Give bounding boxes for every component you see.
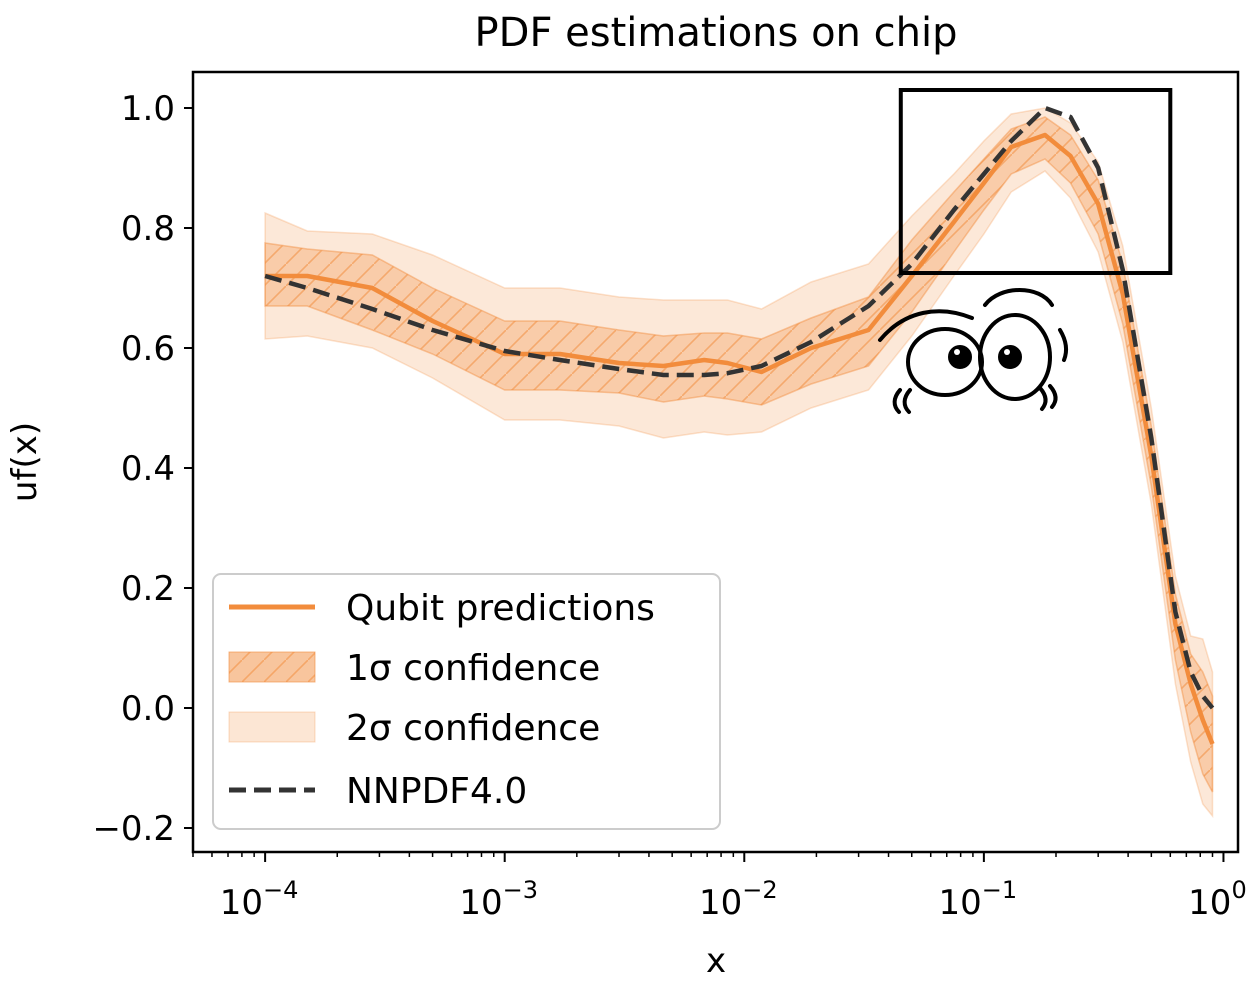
y-tick-label: 0.8	[121, 209, 175, 249]
y-axis: −0.2 0.0 0.2 0.4 0.6 0.8 1.0	[92, 89, 193, 849]
y-tick-label: −0.2	[92, 809, 175, 849]
x-axis-label: x	[706, 941, 726, 981]
legend-label: NNPDF4.0	[346, 771, 527, 812]
worried-eyes-doodle	[878, 288, 1069, 414]
band-1sigma-hatch	[264, 116, 1214, 793]
legend-frame	[212, 573, 721, 830]
x-tick-label: 10−1	[939, 876, 1018, 923]
legend-label: 2σ confidence	[346, 708, 600, 749]
y-axis-label: uf(x)	[5, 422, 45, 502]
legend: Qubit predictions 1σ confidence 2σ confide…	[212, 573, 721, 830]
plot-area	[264, 105, 1215, 819]
y-tick-label: 0.4	[121, 449, 175, 489]
zoom-annotation-box	[898, 88, 1173, 275]
band-2sigma	[264, 107, 1214, 819]
series-nnpdf-line	[264, 105, 1215, 710]
x-tick-label: 10−2	[699, 876, 778, 923]
x-tick-label: 10−4	[220, 876, 299, 923]
legend-label: Qubit predictions	[346, 588, 655, 629]
legend-label: 1σ confidence	[346, 648, 600, 689]
legend-swatch-2sigma	[228, 711, 316, 743]
y-tick-label: 1.0	[121, 89, 175, 129]
x-axis: 10−4 10−3 10−2 10−1 100	[192, 852, 1247, 923]
chart-title: PDF estimations on chip	[475, 10, 958, 56]
y-tick-label: 0.6	[121, 329, 175, 369]
y-tick-label: 0.2	[121, 569, 175, 609]
x-tick-label: 10−3	[459, 876, 538, 923]
x-tick-label: 100	[1188, 876, 1247, 923]
legend-swatch-hatch	[229, 652, 315, 682]
axes-frame	[191, 70, 1240, 854]
y-tick-label: 0.0	[121, 689, 175, 729]
